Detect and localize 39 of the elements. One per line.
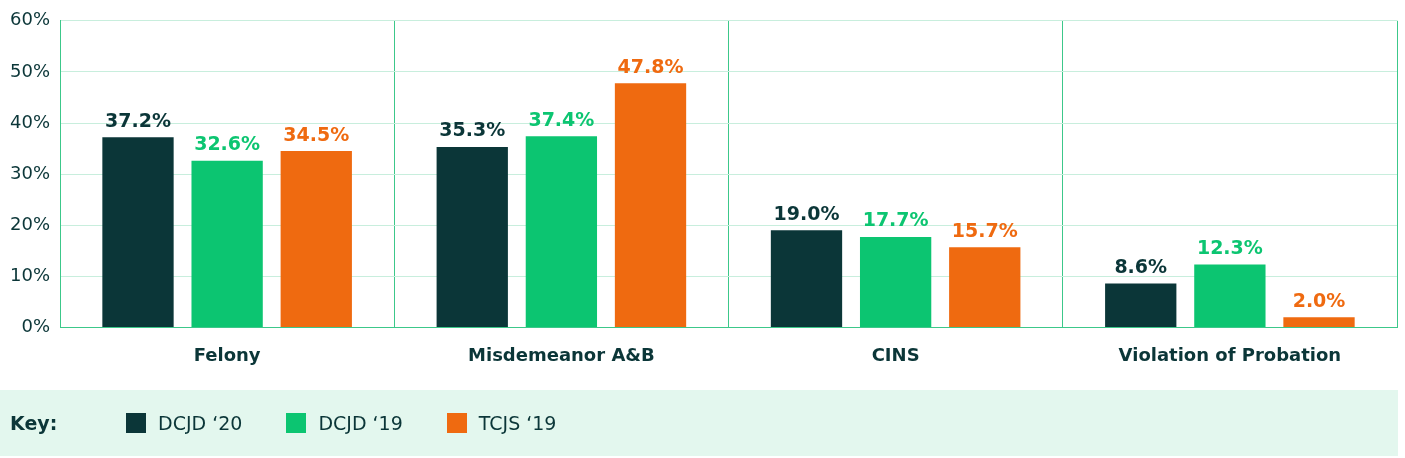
data-label: 35.3% — [439, 118, 506, 141]
y-tick-label: 10% — [9, 263, 51, 285]
data-label: 17.7% — [862, 208, 929, 231]
data-label: 2.0% — [1292, 288, 1346, 311]
bar — [770, 230, 843, 327]
y-tick-label: 0% — [21, 315, 51, 337]
bar — [436, 147, 508, 327]
y-tick-label: 60% — [9, 8, 51, 30]
legend-label: TCJS ‘19 — [478, 412, 557, 434]
x-tick-label: CINS — [871, 343, 920, 365]
bar — [949, 247, 1021, 327]
data-label: 32.6% — [194, 132, 261, 155]
bar — [102, 137, 174, 327]
bar — [1105, 283, 1177, 327]
y-tick-label: 30% — [9, 161, 51, 183]
bar — [280, 151, 352, 327]
y-tick-label: 40% — [9, 110, 51, 132]
legend-label: DCJD ‘19 — [318, 412, 403, 434]
x-tick-label: Violation of Probation — [1118, 343, 1342, 365]
bar — [1194, 264, 1266, 327]
legend-label: DCJD ‘20 — [158, 412, 243, 434]
data-label: 34.5% — [283, 122, 350, 145]
data-label: 37.4% — [528, 107, 595, 130]
legend-title: Key: — [10, 412, 59, 434]
bar — [859, 236, 932, 327]
x-tick-label: Misdemeanor A&B — [468, 343, 655, 365]
data-label: 12.3% — [1196, 235, 1263, 258]
data-label: 19.0% — [773, 201, 840, 224]
bar — [614, 83, 687, 327]
data-label: 37.2% — [105, 108, 171, 131]
data-label: 8.6% — [1114, 254, 1168, 277]
bar — [525, 136, 598, 327]
bar — [191, 160, 263, 327]
y-tick-label: 50% — [9, 59, 51, 81]
y-tick-label: 20% — [9, 212, 51, 234]
data-label: 47.8% — [617, 54, 684, 77]
bar — [1283, 317, 1355, 327]
x-tick-label: Felony — [193, 343, 261, 365]
data-label: 15.7% — [951, 218, 1018, 241]
